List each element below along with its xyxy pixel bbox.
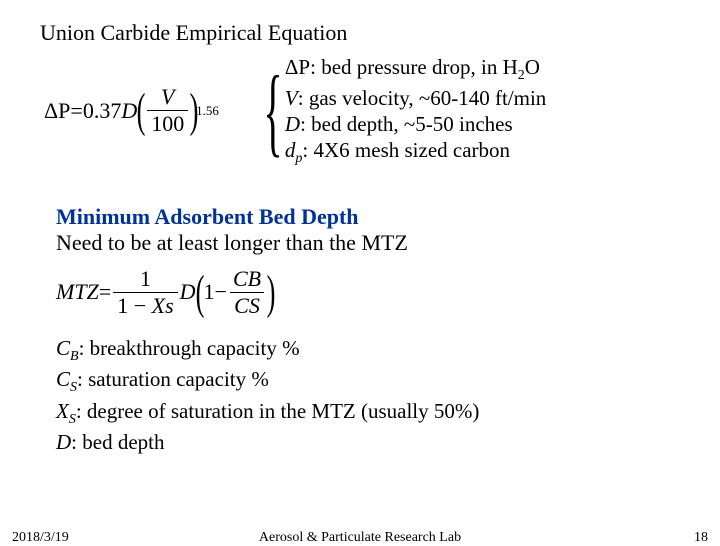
def-dp-sym: ΔP bbox=[285, 55, 310, 79]
equals-sign-2: = bbox=[99, 279, 111, 305]
paren-left: ( bbox=[137, 89, 146, 132]
pressure-drop-equation: ΔP = 0.37 D ( V 100 ) 1.56 bbox=[44, 86, 219, 135]
frac2-den-xs: X bbox=[152, 293, 165, 318]
def-cb: CB: breakthrough capacity % bbox=[56, 335, 680, 366]
def-cs: CS: saturation capacity % bbox=[56, 366, 680, 397]
frac2-den: 1 − Xs bbox=[113, 292, 177, 317]
def-cb-txt: : breakthrough capacity % bbox=[79, 336, 300, 360]
frac2-den-xs-sub: s bbox=[165, 293, 174, 318]
coefficient: 0.37 bbox=[83, 98, 122, 124]
def-dp-particle: dp: 4X6 mesh sized carbon bbox=[285, 137, 546, 168]
def-cs-txt: : saturation capacity % bbox=[77, 367, 269, 391]
mtz-equation: MTZ = 1 1 − Xs D ( 1 − CB CS ) bbox=[56, 268, 680, 317]
def-dp-tail: O bbox=[525, 55, 540, 79]
mtz-lhs: MTZ bbox=[56, 279, 99, 305]
def-cs-sub: S bbox=[70, 380, 77, 395]
brace-icon: { bbox=[263, 71, 282, 151]
section-mtz: Minimum Adsorbent Bed Depth Need to be a… bbox=[56, 204, 680, 456]
footer-lab: Aerosol & Particulate Research Lab bbox=[0, 530, 720, 546]
paren-right: ) bbox=[190, 89, 199, 132]
frac3-den-sub: S bbox=[249, 293, 260, 318]
def-xs-sym: X bbox=[56, 399, 69, 423]
def-d2-txt: : bed depth bbox=[71, 430, 164, 454]
def-v: V: gas velocity, ~60-140 ft/min bbox=[285, 85, 546, 111]
def-delta-p: ΔP: bed pressure drop, in H2O bbox=[285, 54, 546, 85]
slide-title: Union Carbide Empirical Equation bbox=[40, 20, 680, 46]
exponent: 1.56 bbox=[196, 103, 219, 119]
def-cs-sym: C bbox=[56, 367, 70, 391]
def-dp-txt: : bed pressure drop, in H bbox=[310, 55, 518, 79]
fraction-cb-over-cs: CB CS bbox=[229, 268, 265, 317]
equals-sign: = bbox=[70, 98, 82, 124]
frac3-den: CS bbox=[230, 292, 264, 317]
frac2-den-one: 1 bbox=[117, 293, 128, 318]
paren-left-2: ( bbox=[195, 271, 204, 314]
def-dpart-sym: d bbox=[285, 138, 296, 162]
frac3-num-sub: B bbox=[248, 266, 261, 291]
frac3-den-c: C bbox=[234, 293, 249, 318]
fraction-numerator: V bbox=[157, 86, 178, 110]
fraction-v-over-100: V 100 bbox=[147, 86, 188, 135]
variable-d-2: D bbox=[180, 279, 196, 305]
def-xs: XS: degree of saturation in the MTZ (usu… bbox=[56, 398, 680, 429]
def-v-sym: V bbox=[285, 86, 298, 110]
minus-inside: − bbox=[215, 279, 227, 305]
footer-page: 18 bbox=[694, 530, 708, 546]
variable-d: D bbox=[121, 98, 137, 124]
fraction-denominator: 100 bbox=[147, 110, 188, 135]
def-v-txt: : gas velocity, ~60-140 ft/min bbox=[298, 86, 547, 110]
def-d: D: bed depth, ~5-50 inches bbox=[285, 111, 546, 137]
delta-p-symbol: ΔP bbox=[44, 98, 70, 124]
one-inside: 1 bbox=[204, 279, 215, 305]
def-xs-txt: : degree of saturation in the MTZ (usual… bbox=[76, 399, 480, 423]
paren-right-2: ) bbox=[267, 271, 276, 314]
def-d-sym: D bbox=[285, 112, 300, 136]
def-dpart-txt: : 4X6 mesh sized carbon bbox=[302, 138, 510, 162]
def-d-2: D: bed depth bbox=[56, 429, 680, 456]
variable-definitions-2: CB: breakthrough capacity % CS: saturati… bbox=[56, 335, 680, 456]
def-dp-sub: 2 bbox=[518, 68, 525, 83]
def-cb-sym: C bbox=[56, 336, 70, 360]
variable-definitions-1: ΔP: bed pressure drop, in H2O V: gas vel… bbox=[285, 54, 546, 168]
fraction-1-over-1-minus-xs: 1 1 − Xs bbox=[113, 268, 177, 317]
equation-row-1: ΔP = 0.37 D ( V 100 ) 1.56 { ΔP: bed pre… bbox=[40, 54, 680, 168]
def-cb-sub: B bbox=[70, 349, 79, 364]
frac3-num-c: C bbox=[233, 266, 248, 291]
section-note: Need to be at least longer than the MTZ bbox=[56, 230, 680, 256]
frac3-num: CB bbox=[229, 268, 265, 292]
brace-definitions: { ΔP: bed pressure drop, in H2O V: gas v… bbox=[249, 54, 546, 168]
frac2-num: 1 bbox=[136, 268, 155, 292]
section-title: Minimum Adsorbent Bed Depth bbox=[56, 204, 680, 230]
frac2-den-minus: − bbox=[128, 293, 151, 318]
def-d2-sym: D bbox=[56, 430, 71, 454]
def-d-txt: : bed depth, ~5-50 inches bbox=[300, 112, 513, 136]
def-xs-sub: S bbox=[69, 412, 76, 427]
slide: Union Carbide Empirical Equation ΔP = 0.… bbox=[0, 0, 720, 540]
